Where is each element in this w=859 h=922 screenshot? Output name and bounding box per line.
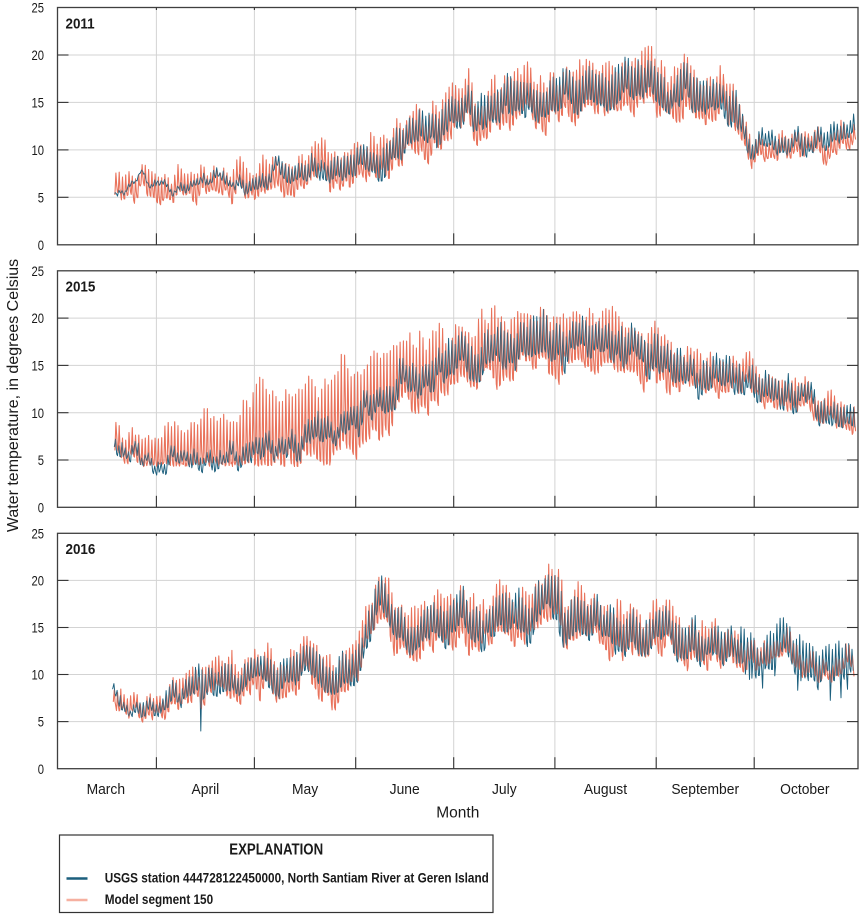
svg-text:EXPLANATION: EXPLANATION xyxy=(229,842,323,859)
svg-text:July: July xyxy=(492,781,517,797)
svg-text:June: June xyxy=(390,781,420,797)
svg-text:2015: 2015 xyxy=(66,279,96,296)
svg-text:2011: 2011 xyxy=(66,16,95,33)
svg-text:25: 25 xyxy=(32,525,44,542)
svg-text:0: 0 xyxy=(38,499,44,516)
svg-text:15: 15 xyxy=(32,357,44,374)
svg-text:March: March xyxy=(87,781,125,797)
svg-text:April: April xyxy=(192,781,220,797)
svg-text:15: 15 xyxy=(32,619,44,636)
svg-text:2016: 2016 xyxy=(66,541,96,558)
svg-text:May: May xyxy=(292,781,319,797)
svg-text:5: 5 xyxy=(38,713,44,730)
svg-text:August: August xyxy=(584,781,627,797)
svg-text:25: 25 xyxy=(32,263,44,280)
svg-text:Water temperature, in degrees: Water temperature, in degrees Celsius xyxy=(5,259,22,532)
svg-text:20: 20 xyxy=(32,310,44,327)
svg-text:Model segment 150: Model segment 150 xyxy=(105,891,213,907)
svg-text:10: 10 xyxy=(32,142,44,159)
svg-text:October: October xyxy=(780,781,830,797)
svg-text:USGS station 444728122450000,: USGS station 444728122450000, North Sant… xyxy=(105,869,489,885)
svg-text:10: 10 xyxy=(32,404,44,421)
svg-text:20: 20 xyxy=(32,47,44,64)
svg-text:Month: Month xyxy=(436,805,479,822)
svg-text:20: 20 xyxy=(32,572,44,589)
svg-text:25: 25 xyxy=(32,0,44,16)
svg-text:0: 0 xyxy=(38,237,44,254)
svg-text:15: 15 xyxy=(32,94,44,111)
svg-text:5: 5 xyxy=(38,452,44,469)
svg-text:0: 0 xyxy=(38,760,44,777)
svg-text:10: 10 xyxy=(32,666,44,683)
svg-text:5: 5 xyxy=(38,189,44,206)
svg-text:September: September xyxy=(671,781,739,797)
